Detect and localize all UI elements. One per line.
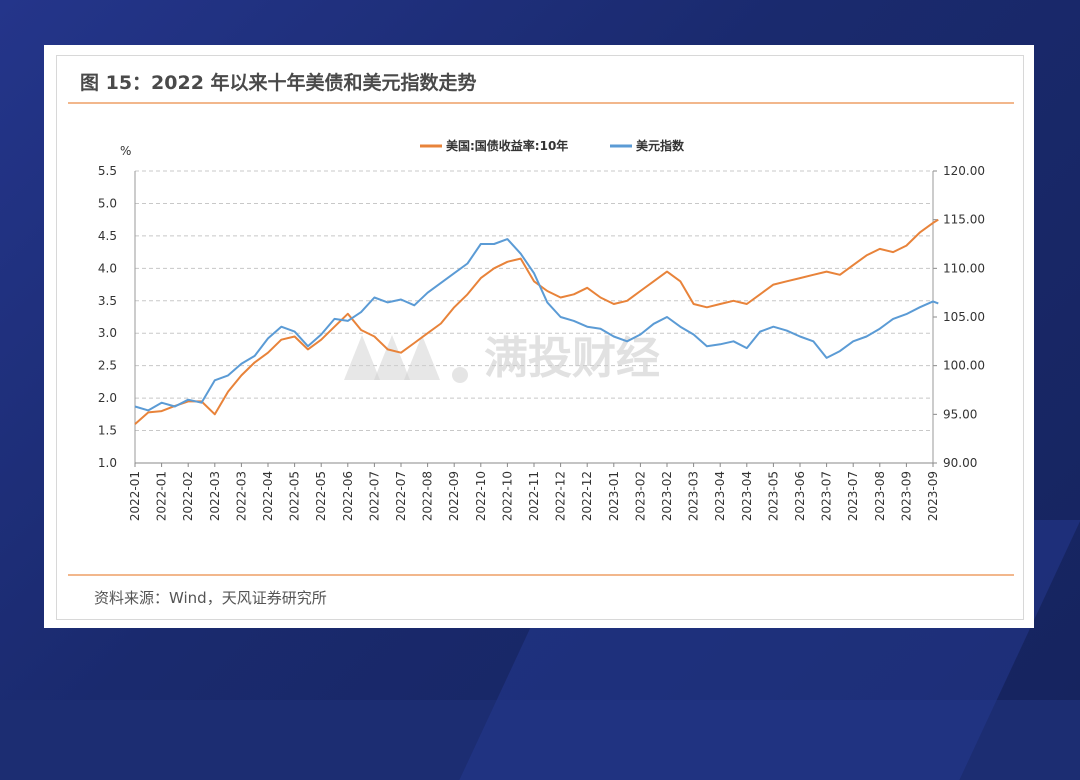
x-axis-tick-label: 2022-03 (234, 471, 248, 521)
x-axis-tick-label: 2023-02 (633, 471, 647, 521)
series-lines (134, 218, 939, 425)
left-axis-tick-label: 5.0 (98, 196, 117, 210)
x-axis-tick-label: 2022-01 (128, 471, 142, 521)
x-axis-tick-label: 2023-07 (820, 471, 834, 521)
watermark: 满投财经 (344, 333, 660, 384)
left-axis-tick-label: 3.5 (98, 294, 117, 308)
watermark-text: 满投财经 (484, 333, 660, 384)
right-axis-tick-label: 100.00 (943, 359, 985, 373)
x-axis-tick-label: 2023-02 (660, 471, 674, 521)
title-divider (68, 102, 1014, 104)
x-axis-tick-label: 2023-05 (766, 471, 780, 521)
x-axis-tick-label: 2022-12 (580, 471, 594, 521)
x-axis-tick-label: 2022-02 (181, 471, 195, 521)
watermark-logo-mark (374, 335, 410, 380)
x-axis-tick-label: 2022-05 (314, 471, 328, 521)
x-axis-tick-label: 2022-09 (447, 471, 461, 521)
x-axis-tick-label: 2022-10 (474, 471, 488, 521)
figure-frame (56, 55, 1024, 620)
x-axis-tick-label: 2023-08 (873, 471, 887, 521)
left-axis-unit: % (120, 144, 131, 158)
axes: 1.0 1.5 2.0 2.5 3.0 3.5 4.0 4.5 5.0 5.5 90.00 95.00… (98, 164, 985, 521)
left-axis-tick-label: 4.0 (98, 261, 117, 275)
legend-label-dollar-index: 美元指数 (636, 138, 685, 153)
legend-label-treasury: 美国:国债收益率:10年 (446, 138, 568, 153)
x-axis-tick-label: 2022-08 (421, 471, 435, 521)
legend: 美国:国债收益率:10年 美元指数 (420, 138, 685, 153)
source-divider (68, 574, 1014, 576)
series-line-treasury-10y (134, 218, 939, 425)
watermark-logo-dot (452, 367, 468, 383)
source-note: 资料来源：Wind，天风证券研究所 (94, 589, 327, 607)
right-axis-tick-label: 90.00 (943, 456, 977, 470)
figure-card: 图 15：2022 年以来十年美债和美元指数走势 满投财经 1.0 1.5 2.0 2… (44, 45, 1034, 628)
right-axis-tick-label: 110.00 (943, 261, 985, 275)
x-axis-tick-label: 2022-05 (288, 471, 302, 521)
left-axis-tick-label: 2.5 (98, 359, 117, 373)
left-axis-tick-label: 5.5 (98, 164, 117, 178)
left-axis-tick-label: 1.0 (98, 456, 117, 470)
x-axis-tick-label: 2023-04 (713, 471, 727, 521)
x-axis-tick-label: 2023-09 (899, 471, 913, 521)
left-axis-tick-label: 4.5 (98, 229, 117, 243)
grid-lines (135, 170, 933, 432)
left-axis-tick-label: 2.0 (98, 391, 117, 405)
x-axis-tick-label: 2022-07 (394, 471, 408, 521)
x-axis-tick-label: 2023-03 (687, 471, 701, 521)
right-axis-tick-label: 95.00 (943, 407, 977, 421)
x-axis-tick-label: 2023-09 (926, 471, 940, 521)
left-axis-tick-label: 3.0 (98, 326, 117, 340)
x-axis-tick-label: 2022-06 (341, 471, 355, 521)
right-axis-tick-label: 120.00 (943, 164, 985, 178)
x-axis-tick-label: 2022-04 (261, 471, 275, 521)
x-axis-tick-label: 2022-01 (155, 471, 169, 521)
x-axis-tick-label: 2023-04 (740, 471, 754, 521)
figure-title: 图 15：2022 年以来十年美债和美元指数走势 (80, 72, 477, 94)
x-axis-tick-label: 2023-07 (846, 471, 860, 521)
x-axis-tick-label: 2023-06 (793, 471, 807, 521)
x-axis-tick-label: 2022-10 (500, 471, 514, 521)
x-axis-tick-label: 2022-11 (527, 471, 541, 521)
series-line-dollar-index (134, 238, 939, 412)
left-axis-tick-label: 1.5 (98, 424, 117, 438)
x-axis-tick-label: 2022-12 (554, 471, 568, 521)
right-axis-tick-label: 115.00 (943, 213, 985, 227)
x-axis-tick-label: 2023-01 (607, 471, 621, 521)
x-axis-tick-label: 2022-03 (208, 471, 222, 521)
watermark-logo-mark (404, 335, 440, 380)
x-axis-tick-label: 2022-07 (367, 471, 381, 521)
right-axis-tick-label: 105.00 (943, 310, 985, 324)
line-chart: 满投财经 1.0 1.5 2.0 2.5 3.0 3.5 4.0 4.5 5.0 5.5 90.00… (98, 138, 985, 521)
watermark-logo-mark (344, 335, 380, 380)
